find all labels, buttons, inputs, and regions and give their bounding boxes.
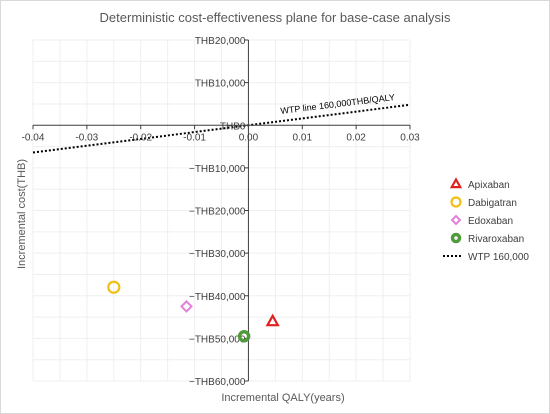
x-tick-label: -0.01 xyxy=(183,132,206,143)
y-tick-labels: THB20,000 THB10,000 THB0 −THB10,000 −THB20,0… xyxy=(189,36,249,388)
y-tick-label: −THB40,000 xyxy=(189,292,246,303)
x-tick-label: -0.02 xyxy=(129,132,152,143)
y-tick-label: −THB60,000 xyxy=(189,377,246,388)
legend-label-rivaroxaban: Rivaroxaban xyxy=(468,234,524,245)
legend-marker-rivaroxaban xyxy=(450,232,462,244)
chart-title: Deterministic cost-effectiveness plane f… xyxy=(100,10,451,25)
x-tick-label: 0.00 xyxy=(239,132,259,143)
x-tick-labels: -0.04 -0.03 -0.02 -0.01 0.00 0.01 0.02 0.03 xyxy=(22,125,420,143)
data-point-rivaroxaban xyxy=(237,329,251,343)
y-tick-label: THB20,000 xyxy=(195,36,246,47)
legend-label-apixaban: Apixaban xyxy=(468,180,510,191)
x-tick-label: -0.04 xyxy=(22,132,45,143)
data-point-edoxaban xyxy=(180,299,193,313)
y-tick-label: −THB10,000 xyxy=(189,164,246,175)
legend-marker-edoxaban xyxy=(450,214,462,226)
wtp-annotation: WTP line 160,000THB/QALY xyxy=(280,92,396,116)
y-tick-label: −THB30,000 xyxy=(189,249,246,260)
y-tick-label: THB10,000 xyxy=(195,79,246,90)
x-tick-label: 0.01 xyxy=(293,132,313,143)
x-tick-label: -0.03 xyxy=(75,132,98,143)
legend-label-dabigatran: Dabigatran xyxy=(468,198,517,209)
data-point-dabigatran xyxy=(107,280,121,294)
data-points xyxy=(107,280,280,343)
legend-label-edoxaban: Edoxaban xyxy=(468,216,513,227)
y-tick-label: −THB50,000 xyxy=(189,334,246,345)
legend-marker-dabigatran xyxy=(450,196,462,208)
x-tick-label: 0.02 xyxy=(346,132,366,143)
y-tick-label: THB0 xyxy=(220,121,246,132)
legend-marker-apixaban xyxy=(449,177,463,189)
y-tick-label: −THB20,000 xyxy=(189,207,246,218)
x-tick-label: 0.03 xyxy=(400,132,420,143)
wtp-line xyxy=(32,103,411,154)
wtp-line-group xyxy=(32,103,411,154)
legend: Apixaban Dabigatran Edoxaban Rivaroxaban WTP… xyxy=(443,177,529,263)
data-point-apixaban xyxy=(265,313,280,327)
y-axis-title: Incremental cost(THB) xyxy=(16,159,28,269)
legend-label-wtp: WTP 160,000 xyxy=(468,252,529,263)
x-axis-title: Incremental QALY(years) xyxy=(221,392,344,404)
